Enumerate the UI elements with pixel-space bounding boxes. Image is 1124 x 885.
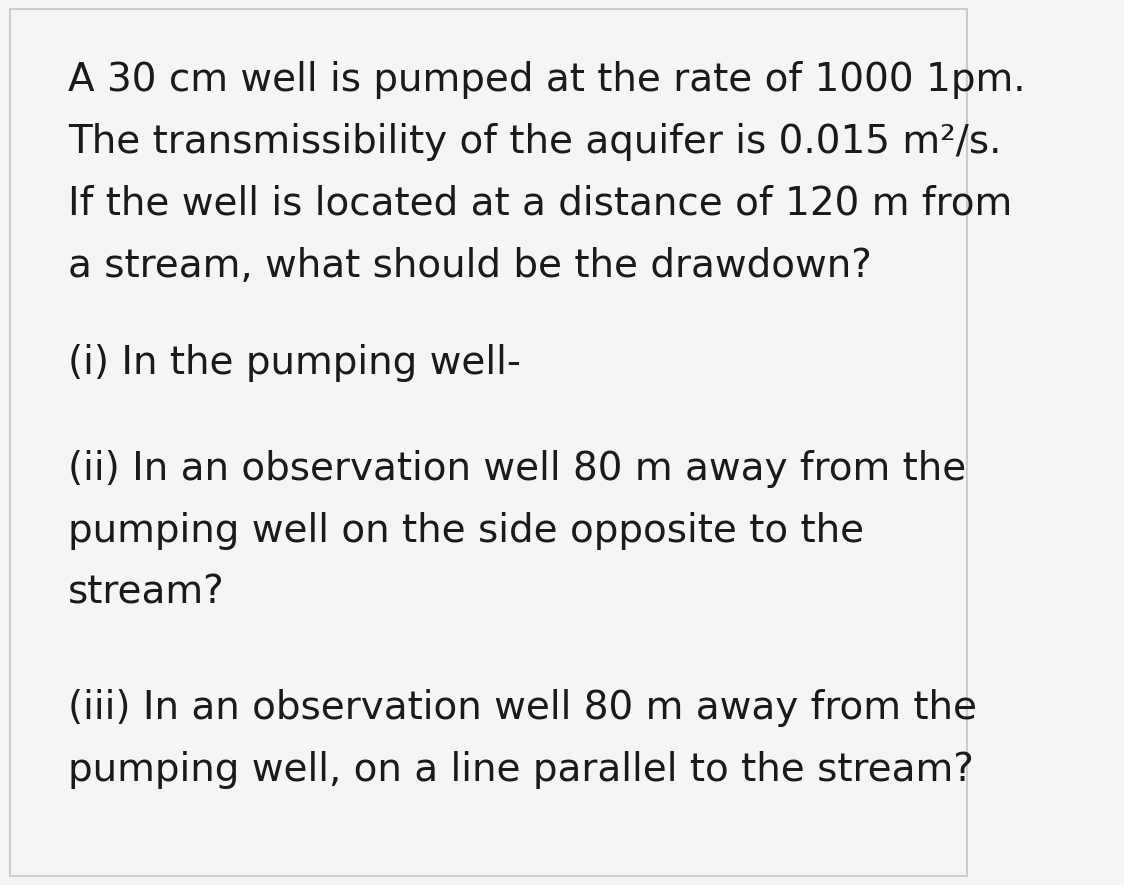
Text: If the well is located at a distance of 120 m from: If the well is located at a distance of …: [69, 185, 1013, 222]
Text: pumping well, on a line parallel to the stream?: pumping well, on a line parallel to the …: [69, 751, 975, 789]
FancyBboxPatch shape: [10, 9, 967, 876]
Text: (iii) In an observation well 80 m away from the: (iii) In an observation well 80 m away f…: [69, 689, 978, 727]
Text: (ii) In an observation well 80 m away from the: (ii) In an observation well 80 m away fr…: [69, 450, 967, 488]
Text: pumping well on the side opposite to the: pumping well on the side opposite to the: [69, 512, 864, 550]
Text: A 30 cm well is pumped at the rate of 1000 1pm.: A 30 cm well is pumped at the rate of 10…: [69, 61, 1026, 98]
Text: a stream, what should be the drawdown?: a stream, what should be the drawdown?: [69, 247, 872, 284]
Text: The transmissibility of the aquifer is 0.015 m²/s.: The transmissibility of the aquifer is 0…: [69, 123, 1001, 160]
Text: (i) In the pumping well-: (i) In the pumping well-: [69, 344, 522, 381]
Text: stream?: stream?: [69, 574, 225, 612]
